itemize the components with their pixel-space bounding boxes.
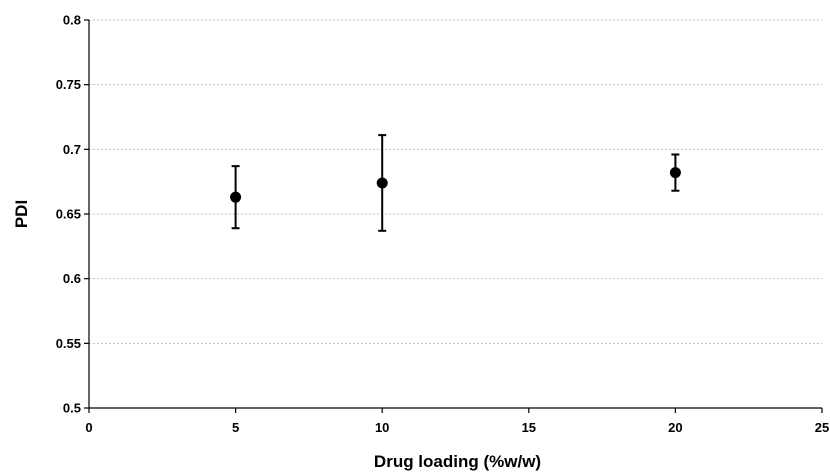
x-tick-label: 5 bbox=[232, 420, 239, 435]
x-tick-label: 15 bbox=[522, 420, 536, 435]
y-axis-title: PDI bbox=[12, 200, 31, 228]
data-point bbox=[376, 177, 388, 189]
y-tick-label: 0.65 bbox=[56, 207, 81, 222]
x-tick-label: 20 bbox=[668, 420, 682, 435]
x-tick-label: 25 bbox=[815, 420, 829, 435]
data-points bbox=[230, 167, 681, 203]
y-tick-label: 0.55 bbox=[56, 336, 81, 351]
data-point bbox=[230, 191, 242, 203]
gridlines bbox=[89, 19, 822, 344]
y-tick-label: 0.6 bbox=[63, 271, 81, 286]
x-tick-label: 0 bbox=[85, 420, 92, 435]
data-point bbox=[669, 167, 681, 179]
y-tick-label: 0.8 bbox=[63, 13, 81, 28]
tick-labels: 0.5 0.55 0.6 0.65 0.7 0.75 0.8 0 5 10 15 20 25 bbox=[56, 13, 830, 436]
x-tick-label: 10 bbox=[375, 420, 389, 435]
y-tick-label: 0.5 bbox=[63, 401, 81, 416]
y-tick-label: 0.75 bbox=[56, 77, 81, 92]
tick-marks bbox=[84, 19, 823, 413]
x-axis-title: Drug loading (%w/w) bbox=[374, 452, 541, 471]
y-tick-label: 0.7 bbox=[63, 142, 81, 157]
